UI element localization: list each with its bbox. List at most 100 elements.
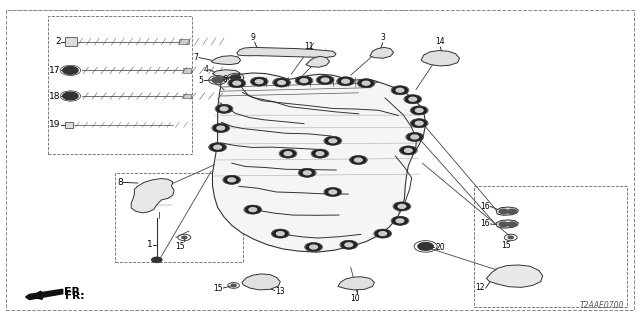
Text: T2AAE0700: T2AAE0700 [580, 301, 624, 310]
Polygon shape [212, 73, 426, 252]
Polygon shape [242, 274, 280, 290]
Circle shape [230, 75, 241, 80]
Circle shape [303, 171, 311, 175]
FancyArrowPatch shape [35, 292, 60, 299]
Circle shape [508, 236, 513, 239]
Circle shape [325, 188, 340, 196]
Circle shape [351, 156, 366, 164]
Circle shape [284, 152, 292, 156]
Circle shape [329, 139, 337, 143]
Circle shape [396, 88, 404, 92]
Circle shape [300, 79, 308, 83]
Bar [65, 122, 73, 128]
Circle shape [411, 135, 419, 139]
Circle shape [407, 133, 422, 141]
Bar [48, 16, 192, 154]
Circle shape [224, 176, 239, 184]
Circle shape [231, 284, 236, 287]
Text: 19: 19 [49, 120, 61, 129]
Circle shape [362, 81, 370, 85]
Polygon shape [338, 277, 374, 290]
Circle shape [63, 67, 78, 74]
Circle shape [338, 77, 353, 85]
Circle shape [220, 107, 228, 111]
Circle shape [358, 79, 374, 87]
Text: 5: 5 [198, 76, 204, 85]
Polygon shape [370, 47, 394, 58]
Circle shape [182, 236, 187, 239]
Circle shape [508, 209, 516, 214]
Text: 14: 14 [435, 37, 445, 46]
Circle shape [345, 243, 353, 247]
Circle shape [212, 77, 223, 83]
Circle shape [396, 219, 404, 223]
Bar [183, 94, 191, 98]
Circle shape [401, 147, 416, 154]
Circle shape [316, 152, 324, 156]
Circle shape [412, 107, 427, 114]
Bar [183, 68, 191, 73]
Text: 3: 3 [380, 33, 385, 42]
Polygon shape [131, 179, 174, 213]
Circle shape [392, 86, 408, 94]
Circle shape [276, 232, 284, 236]
Circle shape [415, 121, 423, 125]
Circle shape [300, 169, 315, 177]
Circle shape [214, 145, 221, 149]
Circle shape [274, 79, 289, 86]
Circle shape [317, 76, 333, 84]
Circle shape [210, 143, 225, 151]
Polygon shape [237, 47, 336, 58]
Circle shape [404, 148, 412, 152]
Text: FR.: FR. [64, 287, 84, 297]
Circle shape [278, 81, 285, 84]
Text: 10: 10 [350, 294, 360, 303]
Circle shape [499, 222, 508, 227]
Text: 8: 8 [117, 178, 123, 187]
Bar [115, 173, 243, 262]
Circle shape [152, 257, 162, 262]
Circle shape [409, 97, 417, 101]
Circle shape [228, 178, 236, 182]
Circle shape [355, 158, 362, 162]
Circle shape [306, 243, 321, 251]
Text: 11: 11 [304, 42, 313, 51]
Text: 16: 16 [480, 202, 490, 211]
Circle shape [310, 245, 317, 249]
Circle shape [63, 92, 78, 100]
Text: 2: 2 [55, 37, 61, 46]
Circle shape [392, 217, 408, 225]
Circle shape [398, 204, 406, 208]
Text: 20: 20 [435, 244, 445, 252]
Polygon shape [496, 220, 518, 228]
Circle shape [379, 232, 387, 236]
Circle shape [508, 222, 516, 227]
Polygon shape [26, 289, 63, 300]
Circle shape [217, 126, 225, 130]
Circle shape [394, 203, 410, 210]
Text: 6: 6 [222, 75, 227, 84]
Circle shape [499, 209, 508, 214]
Circle shape [341, 241, 356, 249]
Polygon shape [486, 265, 543, 287]
Bar [474, 186, 627, 307]
Text: 18: 18 [49, 92, 61, 100]
Text: 15: 15 [500, 241, 511, 250]
Polygon shape [306, 56, 330, 67]
Circle shape [405, 95, 420, 103]
Circle shape [245, 206, 260, 213]
Bar [429, 56, 448, 63]
Circle shape [415, 108, 423, 112]
Circle shape [249, 208, 257, 212]
Text: 7: 7 [193, 53, 198, 62]
Text: 13: 13 [275, 287, 285, 296]
Circle shape [213, 124, 228, 132]
Text: 4: 4 [203, 65, 208, 74]
Text: 12: 12 [476, 284, 485, 292]
Circle shape [229, 79, 244, 87]
Circle shape [321, 78, 329, 82]
Circle shape [329, 190, 337, 194]
Text: 17: 17 [49, 66, 61, 75]
Circle shape [412, 119, 427, 127]
Circle shape [418, 243, 433, 250]
